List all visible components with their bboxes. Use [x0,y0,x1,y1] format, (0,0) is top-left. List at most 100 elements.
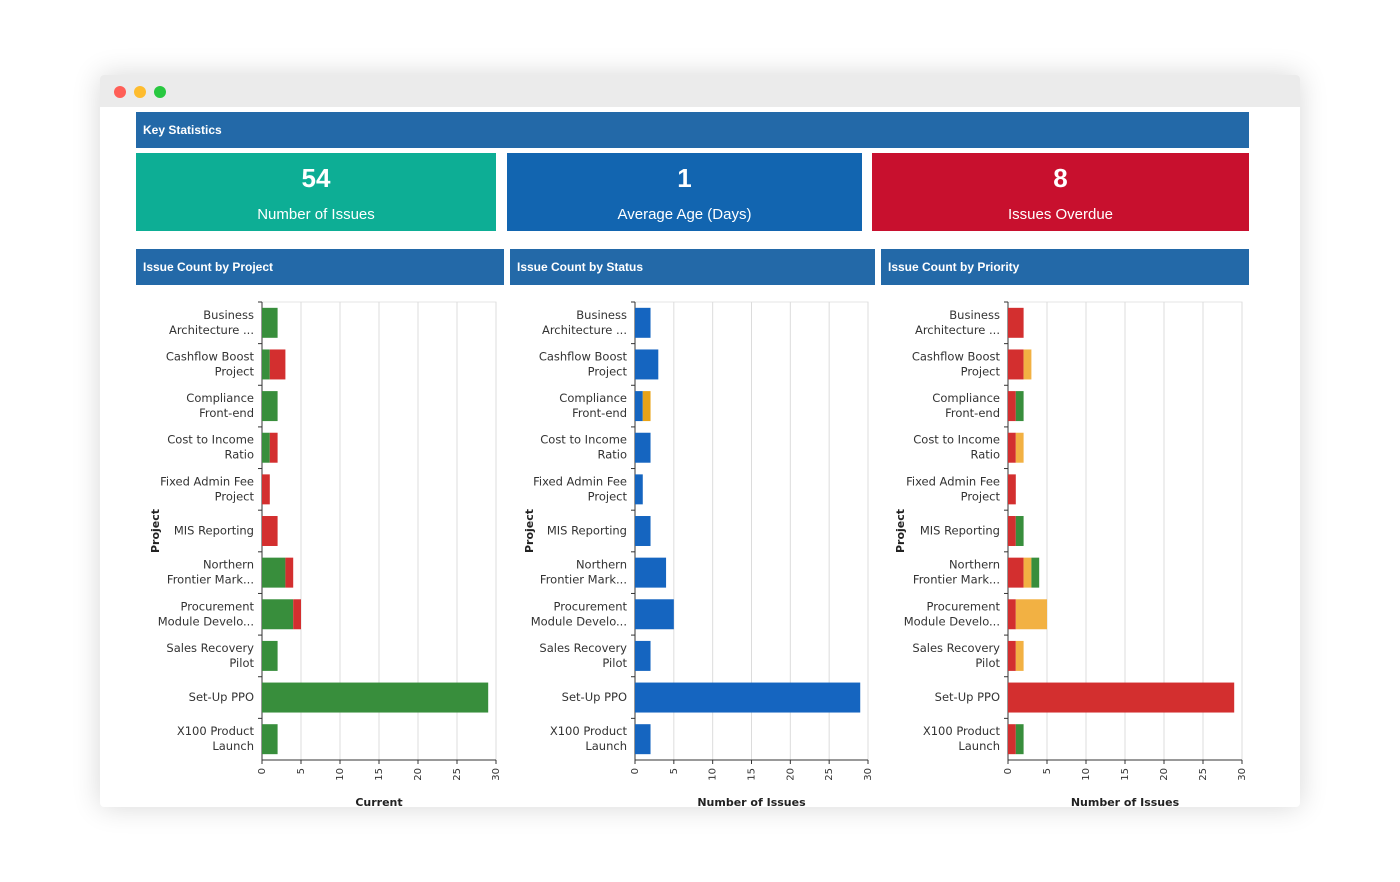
maximize-window-button[interactable] [154,86,166,98]
category-label: Pilot [602,656,627,670]
key-statistics-header: Key Statistics [136,112,1249,148]
category-label: Compliance [186,391,254,405]
bar [1015,724,1024,755]
kpi-card-issues-overdue[interactable]: 8 Issues Overdue [872,153,1249,231]
category-label: Northern [949,558,1000,572]
x-tick-label: 15 [1120,768,1131,781]
bar [262,474,270,505]
x-tick-label: 20 [785,768,796,781]
bar [262,391,278,422]
panel-header-project: Issue Count by Project [136,249,504,285]
category-label: Frontier Mark... [167,573,254,587]
bar [1008,307,1024,338]
category-label: Pilot [975,656,1000,670]
bar [635,599,674,630]
bar [1015,516,1024,546]
category-label: Front-end [945,406,1000,420]
bar [285,557,294,588]
bar [262,432,270,463]
category-label: Project [961,364,1001,378]
bar [635,557,667,588]
category-label: Ratio [970,448,1000,462]
category-label: Sales Recovery [166,641,254,655]
close-window-button[interactable] [114,86,126,98]
kpi-label: Average Age (Days) [617,206,752,223]
x-tick-label: 5 [669,768,680,774]
panel-header-status: Issue Count by Status [510,249,875,285]
x-tick-label: 10 [708,768,719,781]
category-label: Northern [203,558,254,572]
x-tick-label: 0 [257,768,268,774]
x-tick-label: 25 [824,768,835,781]
x-tick-label: 5 [1042,768,1053,774]
category-label: Business [576,308,627,322]
category-label: Module Develo... [904,614,1000,628]
bar [642,391,651,422]
bar [269,432,278,463]
x-axis-title: Current [355,796,402,807]
x-tick-label: 20 [1159,768,1170,781]
bar [262,640,278,671]
x-tick-label: 0 [1003,768,1014,774]
bar [635,682,861,713]
x-tick-label: 30 [491,768,502,781]
kpi-label: Issues Overdue [1007,206,1114,223]
category-label: Frontier Mark... [540,573,627,587]
x-tick-label: 25 [1198,768,1209,781]
minimize-window-button[interactable] [134,86,146,98]
category-label: Cost to Income [913,433,1000,447]
y-axis-title: Project [894,509,907,553]
category-label: Front-end [199,406,254,420]
bar [1015,640,1024,671]
bar [635,307,651,338]
bar [262,307,278,338]
category-label: Cashflow Boost [166,349,255,363]
category-label: Set-Up PPO [935,690,1000,704]
category-label: Cost to Income [167,433,254,447]
dashboard-window: Key Statistics 54 Number of Issues 1 Ave… [100,75,1300,807]
x-axis-title: Number of Issues [1071,796,1180,807]
category-label: Sales Recovery [539,641,627,655]
x-axis-title: Number of Issues [697,796,806,807]
x-tick-label: 20 [413,768,424,781]
category-label: Launch [585,739,627,753]
category-label: Project [588,364,628,378]
kpi-value: 54 [301,163,331,193]
bar [262,557,286,588]
category-label: X100 Product [550,724,628,738]
x-tick-label: 0 [630,768,641,774]
bar [1015,599,1047,630]
x-tick-label: 10 [335,768,346,781]
bar [262,724,278,755]
bar [1023,349,1032,380]
category-label: Launch [958,739,1000,753]
bar [262,682,489,713]
category-label: Procurement [181,599,255,613]
bar [635,349,659,380]
bar [1008,682,1235,713]
category-label: MIS Reporting [920,524,1000,538]
bar [635,391,643,422]
bar [293,599,301,630]
window-titlebar [100,75,1300,107]
x-tick-label: 30 [863,768,874,781]
bar [635,516,651,546]
kpi-value: 8 [1053,163,1068,193]
category-label: Procurement [554,599,628,613]
category-label: Cost to Income [540,433,627,447]
kpi-value: 1 [677,163,692,193]
category-label: Set-Up PPO [189,690,254,704]
kpi-card-average-age[interactable]: 1 Average Age (Days) [507,153,862,231]
category-label: Sales Recovery [912,641,1000,655]
category-label: Project [215,489,255,503]
bar [1008,599,1016,630]
kpi-card-issue-count[interactable]: 54 Number of Issues [136,153,496,231]
category-label: X100 Product [177,724,255,738]
bar [635,640,651,671]
panel-header-priority: Issue Count by Priority [881,249,1249,285]
category-label: Front-end [572,406,627,420]
x-tick-label: 15 [374,768,385,781]
